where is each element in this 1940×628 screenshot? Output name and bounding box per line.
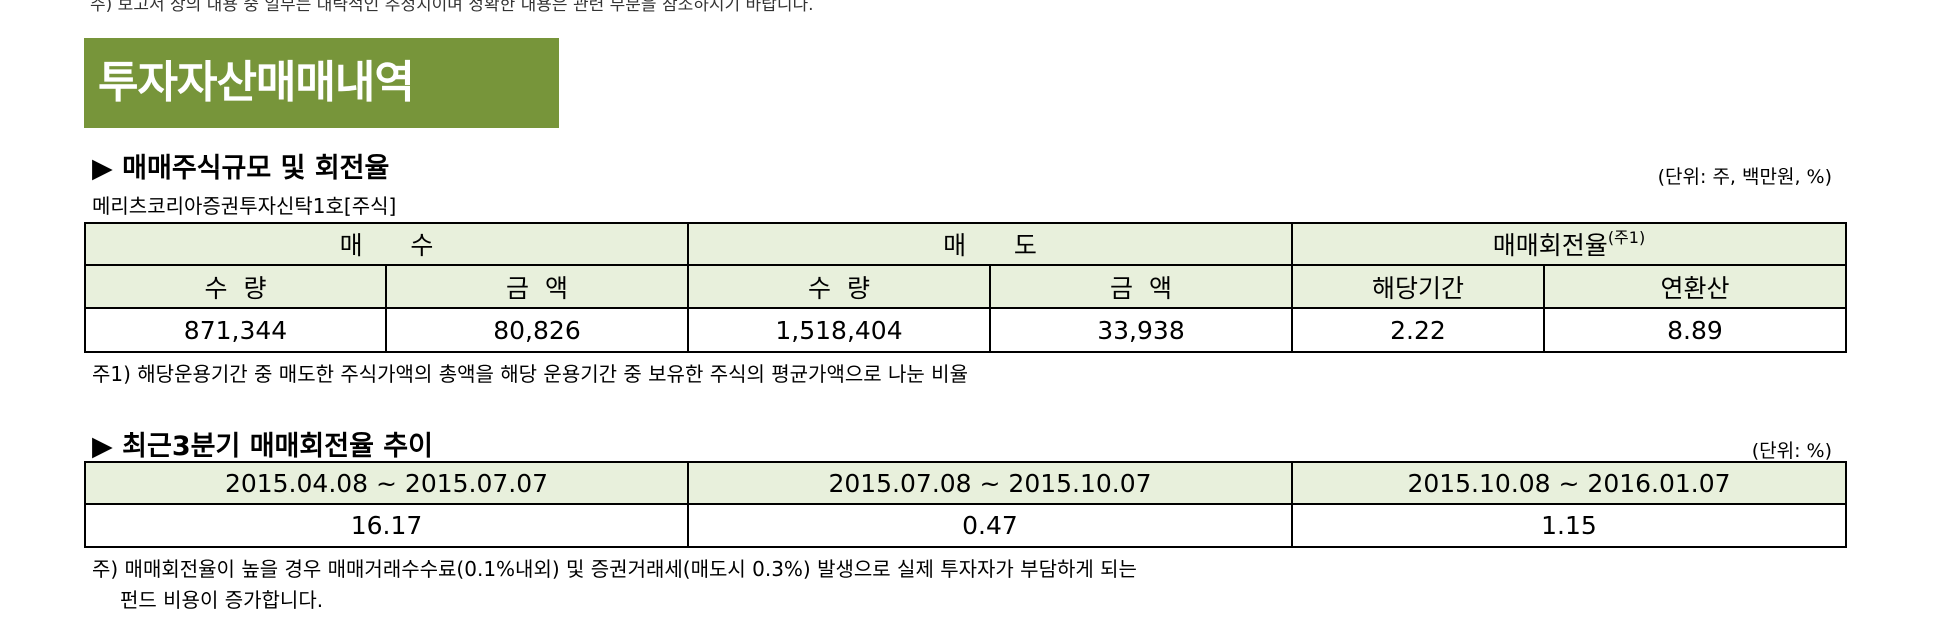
table-header-row: 매 수 매 도 매매회전율(주1) xyxy=(84,222,1847,266)
turnover-value: 1.15 xyxy=(1291,503,1847,548)
period-header: 2015.07.08 ~ 2015.10.07 xyxy=(687,461,1293,505)
footnote-marker: (주1) xyxy=(1607,228,1646,247)
turnover-trend-table: 2015.04.08 ~ 2015.07.07 2015.07.08 ~ 201… xyxy=(84,461,1847,548)
table-row: 16.17 0.47 1.15 xyxy=(84,503,1847,548)
turnover-annualized-value: 8.89 xyxy=(1543,307,1847,353)
turnover-value: 0.47 xyxy=(687,503,1293,548)
period-header: 2015.04.08 ~ 2015.07.07 xyxy=(84,461,689,505)
table-subheader-row: 수 량 금 액 수 량 금 액 해당기간 연환산 xyxy=(84,264,1847,309)
table-row: 871,344 80,826 1,518,404 33,938 2.22 8.8… xyxy=(84,307,1847,353)
unit-label: (단위: %) xyxy=(1751,440,1832,462)
buy-header: 매 수 xyxy=(84,222,689,266)
footnote: 주) 매매회전율이 높을 경우 매매거래수수료(0.1%내외) 및 증권거래세(… xyxy=(92,557,1137,581)
turnover-trend-section-title: ▶ 최근3분기 매매회전율 추이 xyxy=(92,431,433,462)
cut-off-text-line: 주) 보고서 상의 내용 중 일부는 대략적인 추정치이며 정확한 내용은 관련… xyxy=(90,0,814,15)
turnover-value: 16.17 xyxy=(84,503,689,548)
footnote-continuation: 펀드 비용이 증가합니다. xyxy=(120,588,324,612)
turnover-period-value: 2.22 xyxy=(1291,307,1545,353)
sell-header: 매 도 xyxy=(687,222,1293,266)
section-banner: 투자자산매매내역 xyxy=(84,38,559,128)
buy-qty-header: 수 량 xyxy=(84,264,387,309)
sell-amount-value: 33,938 xyxy=(989,307,1293,353)
buy-amount-value: 80,826 xyxy=(385,307,689,353)
fund-name: 메리츠코리아증권투자신탁1호[주식] xyxy=(92,194,397,218)
buy-amount-header: 금 액 xyxy=(385,264,689,309)
footnote: 주1) 해당운용기간 중 매도한 주식가액의 총액을 해당 운용기간 중 보유한… xyxy=(92,362,968,386)
trade-volume-table: 매 수 매 도 매매회전율(주1) 수 량 금 액 수 량 금 액 해당기간 연… xyxy=(84,222,1847,353)
trade-volume-section-title: ▶ 매매주식규모 및 회전율 xyxy=(92,153,390,184)
unit-label: (단위: 주, 백만원, %) xyxy=(1657,166,1832,188)
period-header: 2015.10.08 ~ 2016.01.07 xyxy=(1291,461,1847,505)
table-header-row: 2015.04.08 ~ 2015.07.07 2015.07.08 ~ 201… xyxy=(84,461,1847,505)
buy-qty-value: 871,344 xyxy=(84,307,387,353)
sell-qty-value: 1,518,404 xyxy=(687,307,991,353)
sell-qty-header: 수 량 xyxy=(687,264,991,309)
annualized-header: 연환산 xyxy=(1543,264,1847,309)
turnover-header: 매매회전율(주1) xyxy=(1291,222,1847,266)
sell-amount-header: 금 액 xyxy=(989,264,1293,309)
period-header: 해당기간 xyxy=(1291,264,1545,309)
